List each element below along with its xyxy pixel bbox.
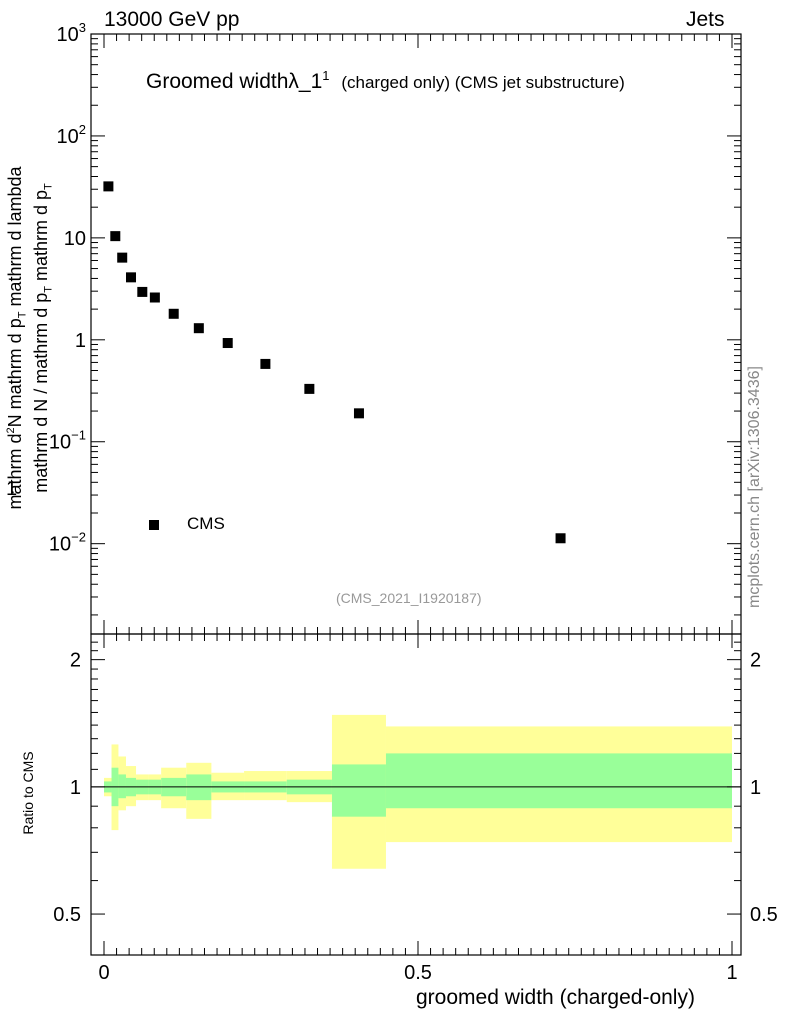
data-point-4 (137, 286, 148, 297)
main-y-tick-label-2: 1 (75, 330, 86, 352)
data-point-8 (222, 338, 233, 349)
plot-title-detail: (charged only) (CMS jet substructure) (341, 73, 625, 92)
data-point-6 (168, 308, 179, 319)
data-point-7 (193, 323, 204, 334)
main-y-tick-label-3: 10 (64, 228, 86, 250)
ratio-inner-band-2 (118, 774, 126, 799)
ratio-y-tick-label-right-1: 1 (750, 777, 761, 799)
plot-title-superscript: 1 (322, 68, 330, 83)
main-y-tick-label-4: 102 (57, 122, 86, 148)
ratio-inner-band-11 (331, 764, 386, 817)
data-point-5 (149, 292, 160, 303)
ratio-y-tick-label-left-2: 2 (70, 650, 81, 672)
x-tick-label-2: 1 (726, 962, 737, 984)
data-point-0 (103, 181, 114, 192)
y-axis-label-numerator: 1 (6, 478, 18, 500)
ratio-y-tick-label-left-1: 1 (70, 777, 81, 799)
main-plot-frame (90, 33, 742, 635)
data-point-9 (260, 358, 271, 369)
x-tick-label-1: 0.5 (404, 962, 432, 984)
data-point-3 (126, 272, 137, 283)
data-point-11 (353, 408, 364, 419)
energy-label: 13000 GeV pp (104, 8, 240, 31)
x-axis-label: groomed width (charged-only) (416, 986, 695, 1009)
data-point-1 (110, 231, 121, 242)
plot-title-symbol: λ_1 (288, 70, 323, 93)
legend-marker (149, 520, 159, 530)
analysis-id: (CMS_2021_I1920187) (336, 590, 482, 606)
plot-title-main: Groomed width (146, 70, 289, 93)
legend: CMS (147, 514, 267, 538)
x-tick-label-0: 0 (98, 962, 109, 984)
ratio-y-tick-label-left-0: 0.5 (53, 904, 81, 926)
main-y-tick-label-0: 10−2 (49, 530, 86, 556)
ratio-plot-frame (90, 633, 742, 956)
category-label: Jets (686, 8, 725, 31)
data-point-2 (117, 252, 128, 263)
main-y-tick-label-5: 103 (57, 20, 86, 46)
data-point-10 (304, 383, 315, 394)
plot-title: Groomed widthλ_11 (charged only) (CMS je… (146, 68, 625, 94)
ratio-y-tick-label-right-2: 2 (750, 650, 761, 672)
data-point-12 (555, 533, 566, 544)
ratio-inner-band-12 (385, 753, 732, 809)
legend-entry-cms: CMS (187, 514, 225, 533)
main-y-tick-label-1: 10−1 (49, 428, 86, 454)
ratio-y-tick-label-right-0: 0.5 (750, 904, 778, 926)
